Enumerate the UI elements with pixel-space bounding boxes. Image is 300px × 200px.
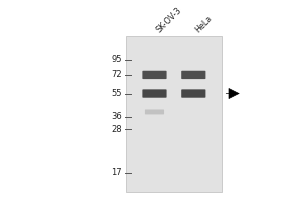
Text: 28: 28 <box>111 125 122 134</box>
Text: 95: 95 <box>111 55 122 64</box>
Text: 72: 72 <box>111 70 122 79</box>
Text: 17: 17 <box>111 168 122 177</box>
FancyBboxPatch shape <box>181 89 206 98</box>
Bar <box>126 36 222 192</box>
FancyBboxPatch shape <box>145 109 164 114</box>
FancyBboxPatch shape <box>142 89 167 98</box>
FancyBboxPatch shape <box>181 71 206 79</box>
FancyBboxPatch shape <box>142 71 167 79</box>
Text: 55: 55 <box>111 89 122 98</box>
Text: 36: 36 <box>111 112 122 121</box>
Text: SK-OV-3: SK-OV-3 <box>154 5 183 34</box>
Text: HeLa: HeLa <box>193 13 214 34</box>
